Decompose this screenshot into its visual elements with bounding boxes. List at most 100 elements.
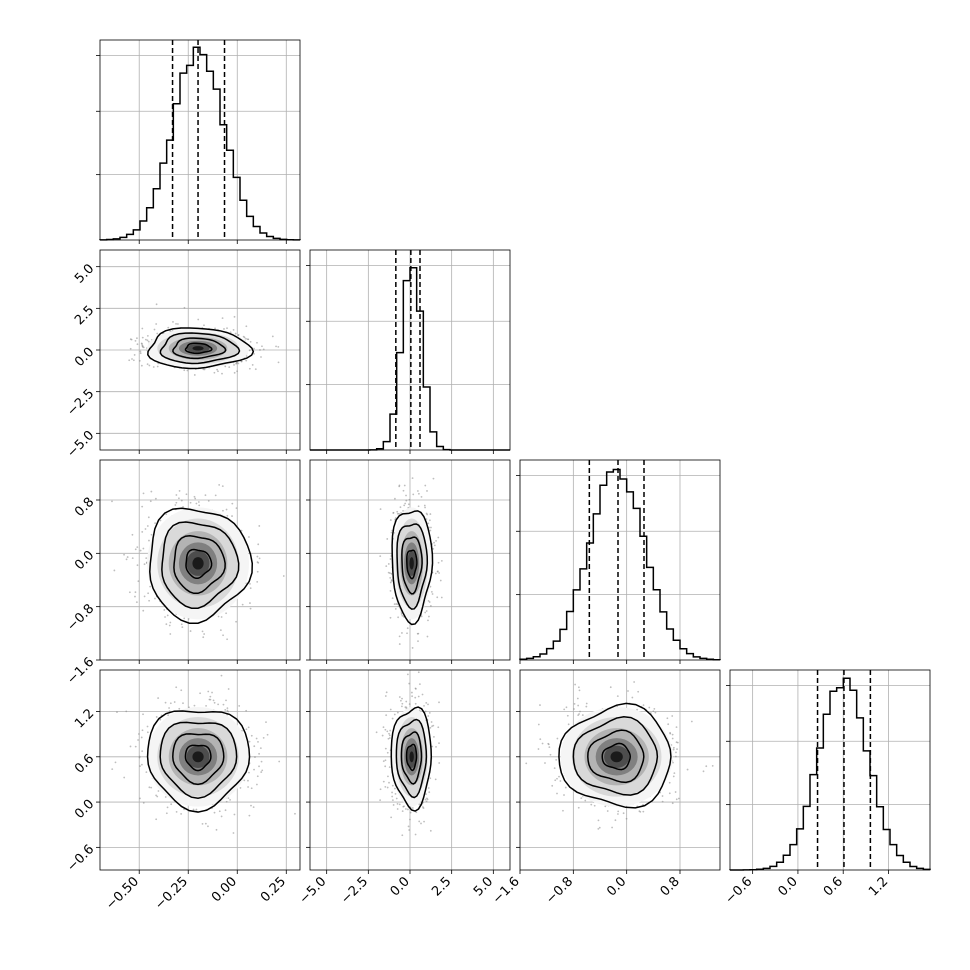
y-tick-label: −1.6: [64, 655, 97, 688]
sample-point: [423, 704, 425, 707]
sample-point: [551, 784, 554, 787]
sample-point: [235, 620, 237, 623]
sample-point: [241, 663, 243, 665]
sample-point: [139, 797, 141, 800]
sample-point: [384, 728, 387, 731]
density-level: [409, 751, 414, 763]
sample-point: [125, 558, 128, 561]
sample-point: [232, 328, 235, 331]
sample-point: [150, 533, 153, 536]
sample-point: [437, 536, 440, 539]
sample-point: [584, 799, 587, 802]
sample-point: [406, 632, 408, 635]
sample-point: [424, 484, 427, 487]
density-level: [192, 751, 204, 763]
sample-point: [258, 525, 261, 527]
x-tick-label: 0.0: [776, 874, 801, 899]
sample-point: [257, 740, 259, 743]
sample-point: [391, 717, 394, 720]
sample-point: [249, 340, 252, 343]
sample-point: [245, 709, 248, 712]
sample-point: [553, 767, 556, 769]
hist-frame: [729, 669, 931, 871]
y-tick-label: −0.8: [64, 601, 97, 634]
panel-frame: [99, 459, 301, 661]
sample-point: [193, 495, 196, 498]
sample-point: [155, 303, 158, 306]
sample-point: [194, 497, 197, 500]
sample-point: [564, 786, 567, 789]
sample-point: [672, 748, 675, 751]
sample-point: [213, 811, 216, 814]
sample-point: [229, 331, 232, 334]
sample-point: [393, 713, 396, 716]
sample-point: [159, 718, 162, 721]
sample-point: [168, 624, 171, 627]
sample-point: [261, 769, 264, 772]
contour-line: [172, 337, 227, 360]
sample-point: [152, 366, 155, 368]
sample-point: [388, 781, 390, 784]
sample-point: [401, 834, 404, 837]
sample-point: [390, 816, 393, 819]
sample-point: [258, 765, 260, 768]
sample-point: [131, 533, 134, 536]
sample-point: [111, 768, 114, 770]
sample-point: [690, 720, 693, 723]
sample-point: [193, 704, 196, 707]
sample-point: [417, 640, 419, 643]
sample-point: [425, 610, 428, 612]
sample-point: [384, 785, 387, 788]
sample-point: [165, 513, 168, 516]
sample-point: [168, 710, 171, 713]
sample-point: [577, 714, 580, 716]
sample-point: [139, 765, 141, 767]
sample-point: [141, 729, 144, 732]
sample-point: [434, 572, 437, 575]
sample-point: [146, 335, 149, 337]
sample-point: [440, 596, 443, 599]
sample-point: [597, 819, 600, 822]
sample-point: [217, 370, 219, 373]
sample-point: [611, 826, 613, 829]
sample-point: [642, 810, 645, 813]
contour-line: [405, 743, 418, 772]
sample-point: [573, 708, 575, 710]
sample-point: [260, 760, 263, 763]
sample-point: [207, 690, 210, 693]
sample-point: [164, 796, 167, 798]
sample-point: [265, 721, 267, 724]
sample-point: [215, 828, 218, 831]
density-level: [192, 557, 204, 570]
density-level: [610, 751, 623, 763]
sample-point: [233, 315, 236, 318]
sample-point: [556, 792, 558, 795]
sample-point: [408, 498, 411, 501]
sample-point: [428, 615, 430, 618]
sample-point: [428, 666, 430, 668]
sample-point: [597, 827, 600, 830]
sample-point: [145, 771, 148, 774]
sample-point: [233, 371, 236, 374]
sample-point: [226, 514, 229, 517]
sample-point: [411, 477, 414, 479]
sample-point: [671, 737, 674, 740]
sample-point: [282, 575, 285, 577]
sample-point: [181, 626, 184, 628]
sample-point: [236, 370, 238, 373]
sample-point: [250, 787, 253, 790]
sample-point: [139, 350, 142, 353]
sample-point: [238, 705, 241, 707]
sample-point: [185, 493, 188, 496]
sample-point: [394, 497, 396, 500]
sample-point: [671, 733, 674, 736]
sample-point: [227, 688, 230, 690]
sample-point: [424, 710, 427, 713]
sample-point: [676, 748, 678, 751]
sample-point: [397, 616, 400, 619]
x-tick-label: 0.8: [658, 874, 683, 899]
sample-point: [146, 731, 149, 734]
sample-point: [625, 817, 628, 820]
sample-point: [156, 795, 159, 798]
sample-point: [414, 833, 417, 836]
